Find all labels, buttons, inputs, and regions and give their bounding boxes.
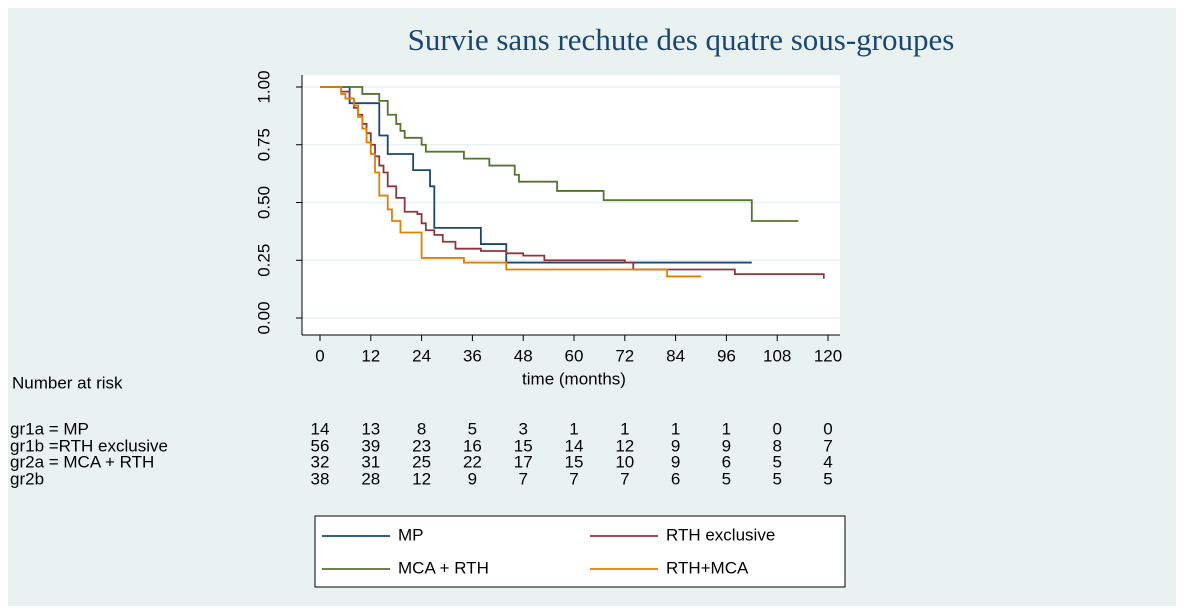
risk-count: 7: [518, 469, 527, 488]
risk-count: 6: [671, 469, 680, 488]
risk-count: 1: [620, 419, 629, 438]
legend-label: MP: [398, 525, 424, 544]
risk-count: 12: [615, 436, 634, 455]
x-tick-label: 12: [361, 346, 380, 365]
risk-count: 5: [772, 469, 781, 488]
risk-count: 0: [772, 419, 781, 438]
risk-count: 17: [514, 452, 533, 471]
risk-count: 1: [722, 419, 731, 438]
risk-count: 23: [412, 436, 431, 455]
x-tick-label: 108: [763, 346, 791, 365]
x-tick-label: 120: [814, 346, 842, 365]
risk-count: 5: [468, 419, 477, 438]
chart-title: Survie sans rechute des quatre sous-grou…: [408, 22, 955, 57]
risk-count: 15: [514, 436, 533, 455]
x-tick-label: 60: [565, 346, 584, 365]
x-tick-label: 48: [514, 346, 533, 365]
x-tick-label: 84: [666, 346, 685, 365]
risk-count: 9: [671, 436, 680, 455]
x-tick-label: 24: [412, 346, 431, 365]
risk-count: 7: [569, 469, 578, 488]
risk-count: 5: [722, 469, 731, 488]
risk-title: Number at risk: [12, 373, 123, 392]
survival-curve: [320, 86, 701, 278]
risk-count: 22: [463, 452, 482, 471]
survival-curve: [320, 86, 752, 264]
risk-count: 15: [565, 452, 584, 471]
x-tick-label: 0: [315, 346, 324, 365]
risk-count: 9: [468, 469, 477, 488]
risk-count: 5: [772, 452, 781, 471]
risk-count: 8: [772, 436, 781, 455]
y-tick-label: 0.00: [254, 301, 273, 334]
legend-label: RTH+MCA: [666, 558, 749, 577]
y-tick-label: 1.00: [254, 70, 273, 103]
risk-count: 56: [311, 436, 330, 455]
risk-count: 31: [361, 452, 380, 471]
risk-group-label: gr1b =RTH exclusive: [10, 436, 168, 455]
risk-count: 6: [722, 452, 731, 471]
y-tick-label: 0.50: [254, 186, 273, 219]
risk-count: 25: [412, 452, 431, 471]
risk-count: 14: [311, 419, 330, 438]
risk-count: 7: [823, 436, 832, 455]
x-tick-label: 96: [717, 346, 736, 365]
risk-count: 10: [615, 452, 634, 471]
x-axis-label: time (months): [522, 369, 626, 388]
risk-count: 14: [565, 436, 584, 455]
survival-curve: [320, 86, 799, 222]
legend-label: MCA + RTH: [398, 558, 489, 577]
risk-group-label: gr1a = MP: [10, 419, 89, 438]
y-tick-label: 0.75: [254, 128, 273, 161]
x-tick-label: 36: [463, 346, 482, 365]
risk-count: 1: [569, 419, 578, 438]
x-tick-label: 72: [615, 346, 634, 365]
legend-label: RTH exclusive: [666, 525, 775, 544]
risk-count: 7: [620, 469, 629, 488]
plot-area: [302, 75, 840, 335]
risk-count: 16: [463, 436, 482, 455]
risk-count: 38: [311, 469, 330, 488]
legend-box: [314, 515, 846, 588]
risk-count: 4: [823, 452, 832, 471]
risk-count: 8: [417, 419, 426, 438]
risk-count: 1: [671, 419, 680, 438]
risk-count: 13: [361, 419, 380, 438]
risk-count: 12: [412, 469, 431, 488]
risk-count: 39: [361, 436, 380, 455]
y-tick-label: 0.25: [254, 244, 273, 277]
risk-count: 9: [722, 436, 731, 455]
risk-count: 0: [823, 419, 832, 438]
risk-count: 32: [311, 452, 330, 471]
risk-count: 5: [823, 469, 832, 488]
risk-count: 9: [671, 452, 680, 471]
risk-count: 28: [361, 469, 380, 488]
risk-count: 3: [518, 419, 527, 438]
risk-group-label: gr2b: [10, 469, 44, 488]
risk-group-label: gr2a = MCA + RTH: [10, 452, 154, 471]
